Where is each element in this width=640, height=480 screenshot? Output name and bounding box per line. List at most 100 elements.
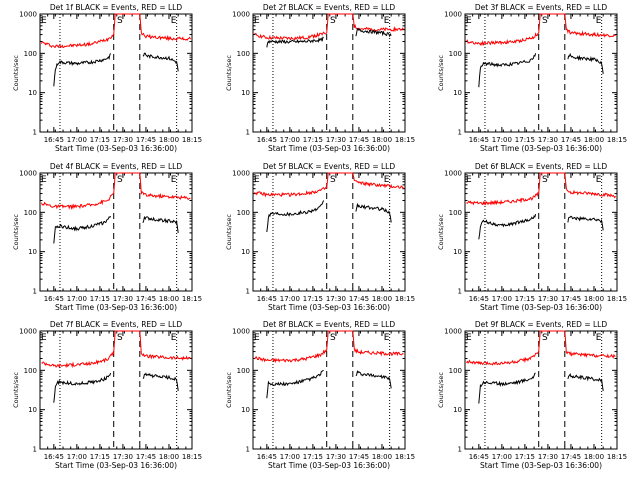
segment-annotation: E xyxy=(466,333,472,343)
y-axis-label: Counts/sec xyxy=(437,214,445,250)
y-tick-label: 10 xyxy=(28,406,37,414)
segment-annotation: S xyxy=(117,333,123,343)
y-tick-label: 1000 xyxy=(232,328,250,336)
lld-series-line xyxy=(466,330,616,366)
x-tick-label: 17:30 xyxy=(538,136,558,144)
x-tick-label: 17:00 xyxy=(280,295,300,303)
y-axis-label: Counts/sec xyxy=(12,214,20,250)
x-tick-label: 17:00 xyxy=(492,136,512,144)
y-tick-label: 100 xyxy=(449,209,462,217)
panel-title: Det 6f BLACK = Events, RED = LLD xyxy=(475,162,608,171)
segment-annotation: E xyxy=(254,175,260,185)
y-tick-label: 100 xyxy=(237,50,250,58)
detector-panel: Det 6f BLACK = Events, RED = LLD 1 10 100 10… xyxy=(437,162,627,312)
x-tick-label: 17:30 xyxy=(326,453,346,461)
y-tick-label: 10 xyxy=(241,89,250,97)
plot-frame xyxy=(464,172,618,292)
x-tick-label: 16:45 xyxy=(469,295,489,303)
x-tick-label: 18:00 xyxy=(372,453,392,461)
x-tick-label: 18:00 xyxy=(584,295,604,303)
y-tick-label: 10 xyxy=(453,89,462,97)
detector-panel: Det 1f BLACK = Events, RED = LLD 1 10 100 10… xyxy=(12,3,202,153)
x-tick-label: 18:00 xyxy=(159,136,179,144)
events-series-line xyxy=(478,372,604,404)
x-tick-label: 16:45 xyxy=(469,136,489,144)
segment-annotation: S xyxy=(542,16,548,26)
x-tick-label: 17:45 xyxy=(349,136,369,144)
segment-annotation: E xyxy=(41,16,47,26)
y-tick-label: 1000 xyxy=(19,170,37,178)
x-tick-label: 18:15 xyxy=(607,453,627,461)
segment-annotation: S xyxy=(330,333,336,343)
y-tick-label: 1 xyxy=(246,446,250,454)
panel-title: Det 7f BLACK = Events, RED = LLD xyxy=(50,320,183,329)
plot-frame xyxy=(39,172,193,292)
x-tick-label: 17:15 xyxy=(303,295,323,303)
y-tick-label: 1000 xyxy=(444,11,462,19)
y-axis-label: Counts/sec xyxy=(437,55,445,91)
x-tick-label: 17:00 xyxy=(67,295,87,303)
segment-annotation: E xyxy=(171,175,177,185)
x-tick-label: 16:45 xyxy=(257,136,277,144)
x-tick-label: 18:15 xyxy=(182,136,202,144)
x-axis-label: Start Time (03-Sep-03 16:36:00) xyxy=(480,144,602,153)
x-tick-label: 17:30 xyxy=(326,295,346,303)
x-tick-label: 18:00 xyxy=(372,136,392,144)
lld-series-line xyxy=(254,172,404,198)
segment-annotation: E xyxy=(384,175,390,185)
events-series-line xyxy=(53,372,179,403)
plot-frame xyxy=(252,330,406,450)
lld-series-line xyxy=(41,330,191,369)
x-tick-label: 18:00 xyxy=(372,295,392,303)
x-tick-label: 18:15 xyxy=(607,136,627,144)
lld-series-line xyxy=(254,13,404,41)
x-tick-label: 16:45 xyxy=(257,295,277,303)
y-tick-label: 100 xyxy=(237,367,250,375)
panel-title: Det 3f BLACK = Events, RED = LLD xyxy=(475,3,608,12)
panel-title: Det 9f BLACK = Events, RED = LLD xyxy=(475,320,608,329)
events-series-line xyxy=(478,52,604,88)
segment-annotation: S xyxy=(117,175,123,185)
x-tick-label: 17:45 xyxy=(136,136,156,144)
segment-annotation: E xyxy=(596,175,602,185)
y-tick-label: 10 xyxy=(453,248,462,256)
segment-annotation: E xyxy=(254,333,260,343)
y-tick-label: 1 xyxy=(246,288,250,296)
x-tick-label: 18:15 xyxy=(395,453,415,461)
y-tick-label: 100 xyxy=(237,209,250,217)
x-tick-label: 17:45 xyxy=(136,295,156,303)
y-tick-label: 10 xyxy=(241,248,250,256)
x-axis-label: Start Time (03-Sep-03 16:36:00) xyxy=(268,303,390,312)
x-axis-label: Start Time (03-Sep-03 16:36:00) xyxy=(480,461,602,470)
detector-panel: Det 7f BLACK = Events, RED = LLD 1 10 100 10… xyxy=(12,320,202,470)
x-axis-label: Start Time (03-Sep-03 16:36:00) xyxy=(480,303,602,312)
x-tick-label: 17:00 xyxy=(67,136,87,144)
segment-annotation: E xyxy=(466,16,472,26)
detector-panel: Det 2f BLACK = Events, RED = LLD 1 10 100 10… xyxy=(225,3,415,153)
y-axis-label: Counts/sec xyxy=(12,372,20,408)
segment-annotation: E xyxy=(596,333,602,343)
y-tick-label: 1000 xyxy=(444,170,462,178)
y-axis-label: Counts/sec xyxy=(225,55,233,91)
y-tick-label: 1000 xyxy=(444,328,462,336)
x-tick-label: 17:15 xyxy=(515,136,535,144)
y-tick-label: 1 xyxy=(33,288,37,296)
segment-annotation: E xyxy=(596,16,602,26)
y-tick-label: 10 xyxy=(241,406,250,414)
x-tick-label: 18:00 xyxy=(159,295,179,303)
x-tick-label: 18:15 xyxy=(182,295,202,303)
y-tick-label: 1 xyxy=(458,446,462,454)
segment-annotation: S xyxy=(330,16,336,26)
segment-annotation: S xyxy=(330,175,336,185)
x-tick-label: 18:00 xyxy=(159,453,179,461)
segment-annotation: E xyxy=(41,333,47,343)
y-tick-label: 1 xyxy=(458,288,462,296)
detector-panel: Det 3f BLACK = Events, RED = LLD 1 10 100 10… xyxy=(437,3,627,153)
detector-panel: Det 8f BLACK = Events, RED = LLD 1 10 100 10… xyxy=(225,320,415,470)
x-tick-label: 17:30 xyxy=(326,136,346,144)
x-tick-label: 17:45 xyxy=(136,453,156,461)
y-tick-label: 1 xyxy=(246,129,250,137)
x-tick-label: 17:00 xyxy=(67,453,87,461)
events-series-line xyxy=(266,369,392,399)
segment-annotation: E xyxy=(384,333,390,343)
